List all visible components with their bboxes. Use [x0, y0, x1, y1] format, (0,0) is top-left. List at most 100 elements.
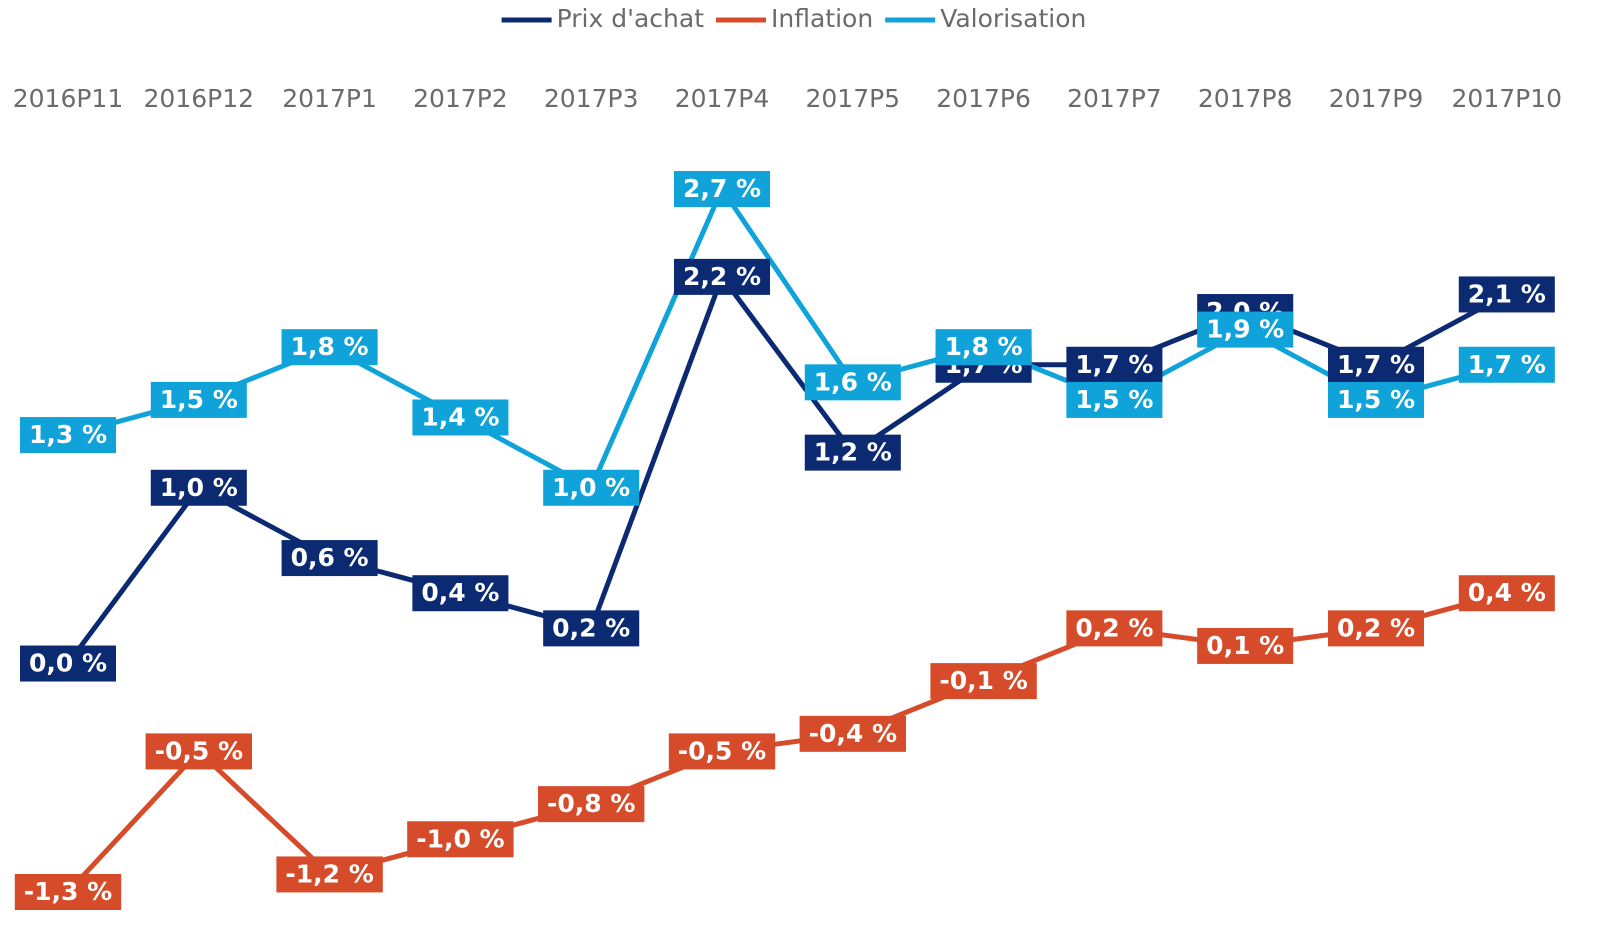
- data-label-box: [145, 733, 253, 770]
- data-label-text: -0,5 %: [678, 736, 766, 765]
- data-label: 1,0 %: [543, 469, 640, 506]
- data-label: 2,2 %: [673, 258, 771, 295]
- data-label-box: [673, 258, 771, 295]
- data-label-text: 1,7 %: [1337, 350, 1415, 379]
- x-tick-label: 2017P5: [805, 84, 900, 113]
- data-label: 1,6 %: [804, 364, 901, 401]
- x-tick-label: 2017P3: [544, 84, 639, 113]
- data-label-text: -0,8 %: [547, 789, 635, 818]
- data-label-box: [276, 856, 383, 893]
- data-label-text: -1,0 %: [416, 824, 504, 853]
- data-label-box: [407, 821, 514, 858]
- data-label-box: [1458, 575, 1555, 612]
- data-label-text: -0,1 %: [939, 666, 1027, 695]
- data-label: 0,6 %: [281, 540, 378, 577]
- x-tick-label: 2017P6: [936, 84, 1031, 113]
- data-label-box: [935, 329, 1032, 366]
- data-label: 1,8 %: [281, 329, 378, 366]
- data-label: 0,4 %: [412, 575, 509, 612]
- x-tick-label: 2017P4: [675, 84, 770, 113]
- data-label: -0,8 %: [537, 786, 645, 823]
- data-label-text: 0,0 %: [29, 649, 107, 678]
- data-label: 2,7 %: [673, 171, 771, 207]
- data-label-box: [1327, 346, 1425, 383]
- data-label-text: 1,0 %: [552, 473, 630, 502]
- data-label-box: [1458, 276, 1555, 313]
- data-label-text: 2,7 %: [683, 174, 761, 203]
- data-label-box: [281, 540, 378, 577]
- data-label-text: 0,4 %: [421, 578, 499, 607]
- data-label-box: [1197, 627, 1294, 664]
- legend-label: Prix d'achat: [557, 4, 705, 33]
- data-label-box: [1327, 610, 1425, 647]
- data-label-box: [1327, 381, 1425, 418]
- data-label: 1,7 %: [1458, 346, 1555, 383]
- data-label-box: [1066, 381, 1163, 418]
- data-label: 0,4 %: [1458, 575, 1555, 612]
- data-label-text: 2,2 %: [683, 262, 761, 291]
- data-label: 1,3 %: [19, 417, 117, 454]
- data-label-text: 1,7 %: [1468, 350, 1546, 379]
- data-label: 1,5 %: [150, 381, 247, 418]
- data-label: 0,1 %: [1197, 627, 1294, 664]
- data-label-box: [14, 874, 122, 910]
- data-label-text: -0,5 %: [155, 736, 243, 765]
- data-label-text: 1,2 %: [814, 438, 892, 467]
- data-label-text: -1,2 %: [285, 859, 373, 888]
- data-label-text: 0,4 %: [1468, 578, 1546, 607]
- data-label-text: 0,2 %: [1337, 613, 1415, 642]
- data-label: -0,5 %: [145, 733, 253, 770]
- legend-label: Valorisation: [940, 4, 1086, 33]
- data-label-text: -0,4 %: [809, 719, 897, 748]
- data-label-box: [543, 610, 640, 647]
- data-label-box: [412, 575, 509, 612]
- data-label-text: 1,3 %: [29, 420, 107, 449]
- data-label: 1,9 %: [1197, 311, 1294, 348]
- x-tick-label: 2017P2: [413, 84, 508, 113]
- data-label: 1,7 %: [1327, 346, 1425, 383]
- x-tick-label: 2017P7: [1067, 84, 1162, 113]
- data-label-box: [281, 329, 378, 366]
- data-label-box: [150, 381, 247, 418]
- data-label-text: 1,5 %: [1337, 385, 1415, 414]
- data-label-text: 1,8 %: [291, 332, 369, 361]
- data-label-text: 0,2 %: [552, 613, 630, 642]
- data-label: -1,0 %: [407, 821, 514, 858]
- data-label: 0,2 %: [543, 610, 640, 647]
- data-label: 1,8 %: [935, 329, 1032, 366]
- data-label-box: [412, 399, 509, 436]
- x-tick-label: 2016P11: [13, 84, 124, 113]
- x-tick-label: 2017P9: [1329, 84, 1424, 113]
- data-label-box: [150, 469, 247, 506]
- x-tick-label: 2017P1: [282, 84, 377, 113]
- data-label-text: 1,0 %: [160, 473, 238, 502]
- data-label-box: [804, 364, 901, 401]
- data-label-box: [1197, 311, 1294, 348]
- data-label-box: [19, 417, 117, 454]
- data-label-text: 0,1 %: [1206, 631, 1284, 660]
- x-tick-label: 2016P12: [144, 84, 255, 113]
- data-label-box: [668, 733, 776, 770]
- data-label-text: 1,9 %: [1206, 315, 1284, 344]
- data-label-text: 1,4 %: [421, 402, 499, 431]
- data-label-box: [537, 786, 645, 823]
- data-label-text: 0,2 %: [1075, 613, 1153, 642]
- data-label-text: 1,7 %: [1075, 350, 1153, 379]
- data-label-text: 1,8 %: [945, 332, 1023, 361]
- data-label: 1,2 %: [804, 434, 901, 471]
- data-label-text: 2,1 %: [1468, 279, 1546, 308]
- data-label: -0,5 %: [668, 733, 776, 770]
- data-label-box: [673, 171, 771, 207]
- data-label-text: 1,6 %: [814, 367, 892, 396]
- data-label-box: [19, 645, 117, 682]
- data-label-text: 1,5 %: [1075, 385, 1153, 414]
- data-label-box: [1066, 610, 1163, 647]
- data-label-box: [799, 715, 907, 752]
- data-label-text: -1,3 %: [24, 877, 112, 906]
- data-label-box: [543, 469, 640, 506]
- legend: Prix d'achat Inflation Valorisation: [501, 4, 1086, 33]
- data-label: -0,4 %: [799, 715, 907, 752]
- data-label-text: 1,5 %: [160, 385, 238, 414]
- data-label: -0,1 %: [930, 663, 1037, 700]
